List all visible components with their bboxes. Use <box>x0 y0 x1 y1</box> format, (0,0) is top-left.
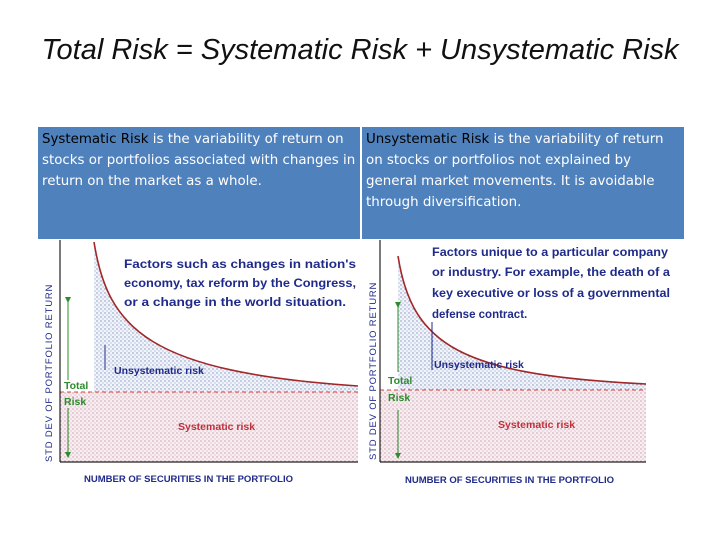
systematic-risk-definition: Systematic Risk is the variability of re… <box>38 127 360 239</box>
unsystematic-risk-definition: Unsystematic Risk is the variability of … <box>362 127 684 239</box>
left-systematic-label: Systematic risk <box>178 421 255 433</box>
slide-title: Total Risk = Systematic Risk + Unsystema… <box>41 34 679 66</box>
right-risk-label: Risk <box>388 392 410 404</box>
unsystematic-risk-text: is the variability of return on stocks o… <box>366 132 664 210</box>
right-systematic-label: Systematic risk <box>498 419 575 431</box>
left-annotation-line-1: Factors such as changes in nation's <box>124 259 356 271</box>
right-total-label: Total <box>388 375 412 387</box>
right-total-risk-curve <box>397 255 647 385</box>
left-unsystematic-label: Unsystematic risk <box>114 365 204 377</box>
left-risk-label: Risk <box>64 396 86 408</box>
left-total-label: Total <box>64 380 88 392</box>
unsystematic-risk-term: Unsystematic Risk <box>366 132 490 147</box>
left-risk-chart: STD DEV OF PORTFOLIO RETURN Factors such… <box>44 240 360 485</box>
right-annotation-line-4: defense contract. <box>432 309 527 321</box>
right-x-axis-label: NUMBER OF SECURITIES IN THE PORTFOLIO <box>405 475 614 486</box>
systematic-risk-term: Systematic Risk <box>42 132 149 147</box>
systematic-risk-text: is the variability of return on stocks o… <box>42 132 356 189</box>
left-unsystematic-area <box>94 242 358 392</box>
right-y-axis-label: STD DEV OF PORTFOLIO RETURN <box>368 282 379 460</box>
right-annotation-line-1: Factors unique to a particular company <box>432 247 669 259</box>
left-annotation-line-3: or a change in the world situation. <box>124 297 346 309</box>
right-risk-chart: STD DEV OF PORTFOLIO RETURN Factors uniq… <box>368 240 671 486</box>
right-annotation-line-3: key executive or loss of a governmental <box>432 288 670 300</box>
right-unsystematic-area <box>398 256 646 390</box>
left-total-risk-curve <box>93 241 359 387</box>
right-unsystematic-label: Unsystematic risk <box>434 359 524 371</box>
left-y-axis-label: STD DEV OF PORTFOLIO RETURN <box>44 284 55 462</box>
left-x-axis-label: NUMBER OF SECURITIES IN THE PORTFOLIO <box>84 474 293 485</box>
left-annotation-line-2: economy, tax reform by the Congress, <box>124 278 356 290</box>
right-annotation-line-2: or industry. For example, the death of a <box>432 267 671 279</box>
left-systematic-area <box>60 392 358 462</box>
right-systematic-area <box>380 390 646 462</box>
